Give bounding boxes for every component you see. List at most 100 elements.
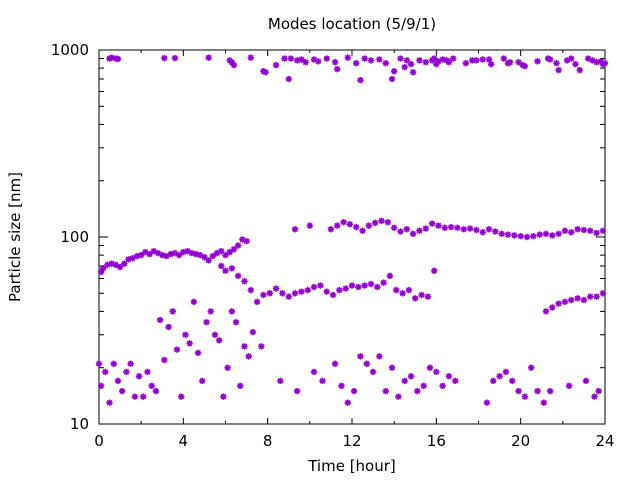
data-point: [418, 291, 425, 299]
data-point: [376, 353, 383, 360]
data-point: [595, 387, 602, 395]
data-point: [422, 59, 429, 66]
data-point: [340, 218, 347, 226]
data-point: [323, 55, 330, 62]
data-point: [601, 59, 609, 67]
data-point: [568, 55, 575, 62]
data-point: [593, 229, 600, 237]
x-axis-label: Time [hour]: [307, 457, 396, 475]
data-point: [359, 227, 366, 234]
data-point: [466, 225, 474, 232]
data-point: [422, 225, 429, 232]
data-point: [599, 227, 607, 234]
data-point: [260, 291, 267, 299]
data-point: [302, 59, 309, 66]
data-point: [121, 260, 128, 267]
data-point: [253, 298, 261, 306]
data-point: [574, 226, 581, 233]
data-point: [460, 226, 467, 233]
data-point: [593, 293, 600, 300]
data-point: [262, 69, 269, 76]
data-point: [161, 54, 168, 62]
data-point: [521, 393, 529, 400]
data-point: [171, 54, 179, 62]
data-point: [306, 222, 314, 229]
data-point: [363, 360, 370, 367]
data-point: [106, 399, 113, 406]
data-point: [534, 387, 541, 395]
data-point: [319, 377, 326, 385]
data-point: [205, 257, 212, 264]
data-point: [506, 59, 514, 66]
data-point: [509, 377, 516, 385]
data-point: [572, 60, 579, 68]
data-point: [285, 293, 292, 300]
data-point: [315, 58, 322, 65]
data-point: [376, 56, 383, 63]
data-point: [228, 308, 236, 315]
data-point: [515, 387, 522, 395]
data-point: [528, 364, 535, 371]
data-point: [485, 226, 493, 233]
data-point: [380, 279, 387, 286]
data-point: [445, 373, 453, 380]
x-tick-label: 16: [427, 432, 446, 450]
data-point: [178, 393, 185, 400]
data-point: [203, 319, 210, 326]
data-point: [521, 62, 529, 70]
data-point: [580, 226, 588, 234]
data-point: [534, 58, 541, 65]
data-point: [435, 222, 442, 229]
data-point: [173, 346, 181, 353]
data-point: [454, 224, 461, 231]
data-point: [209, 252, 217, 260]
data-point: [342, 285, 349, 292]
data-point: [152, 387, 160, 395]
data-point: [350, 387, 358, 395]
data-point: [154, 249, 162, 257]
data-point: [388, 364, 396, 371]
data-point: [420, 382, 427, 390]
data-point: [439, 56, 446, 63]
data-point: [241, 278, 248, 285]
data-point: [384, 218, 392, 226]
data-point: [361, 55, 368, 62]
data-point: [331, 360, 339, 367]
data-point: [549, 304, 556, 311]
data-point: [433, 368, 440, 376]
data-point: [561, 298, 569, 306]
data-point: [230, 61, 238, 69]
data-point: [500, 55, 507, 62]
data-point: [542, 230, 550, 238]
data-point: [473, 57, 480, 64]
data-points: [95, 54, 609, 406]
data-point: [190, 298, 198, 306]
data-point: [243, 237, 250, 245]
data-point: [97, 382, 105, 390]
data-point: [353, 223, 360, 231]
data-point: [582, 377, 590, 385]
data-point: [424, 293, 432, 300]
data-point: [247, 286, 254, 294]
data-point: [245, 353, 252, 360]
data-point: [382, 387, 389, 395]
data-point: [407, 60, 415, 68]
data-point: [355, 283, 362, 291]
data-point: [462, 59, 470, 67]
axis-ticks: 0 4 8 12 16 20 24 10 100 1000: [51, 41, 615, 450]
data-point: [334, 222, 341, 229]
data-point: [304, 286, 311, 294]
x-tick-label: 0: [94, 432, 104, 450]
data-point: [334, 65, 341, 73]
x-tick-label: 8: [263, 432, 273, 450]
data-point: [118, 387, 126, 395]
y-tick-label: 1000: [51, 41, 89, 59]
data-point: [331, 59, 339, 66]
data-point: [218, 262, 225, 270]
data-point: [399, 290, 406, 297]
data-point: [371, 219, 379, 227]
data-point: [374, 283, 381, 291]
data-point: [401, 63, 408, 71]
data-point: [186, 340, 193, 347]
data-point: [523, 233, 531, 241]
